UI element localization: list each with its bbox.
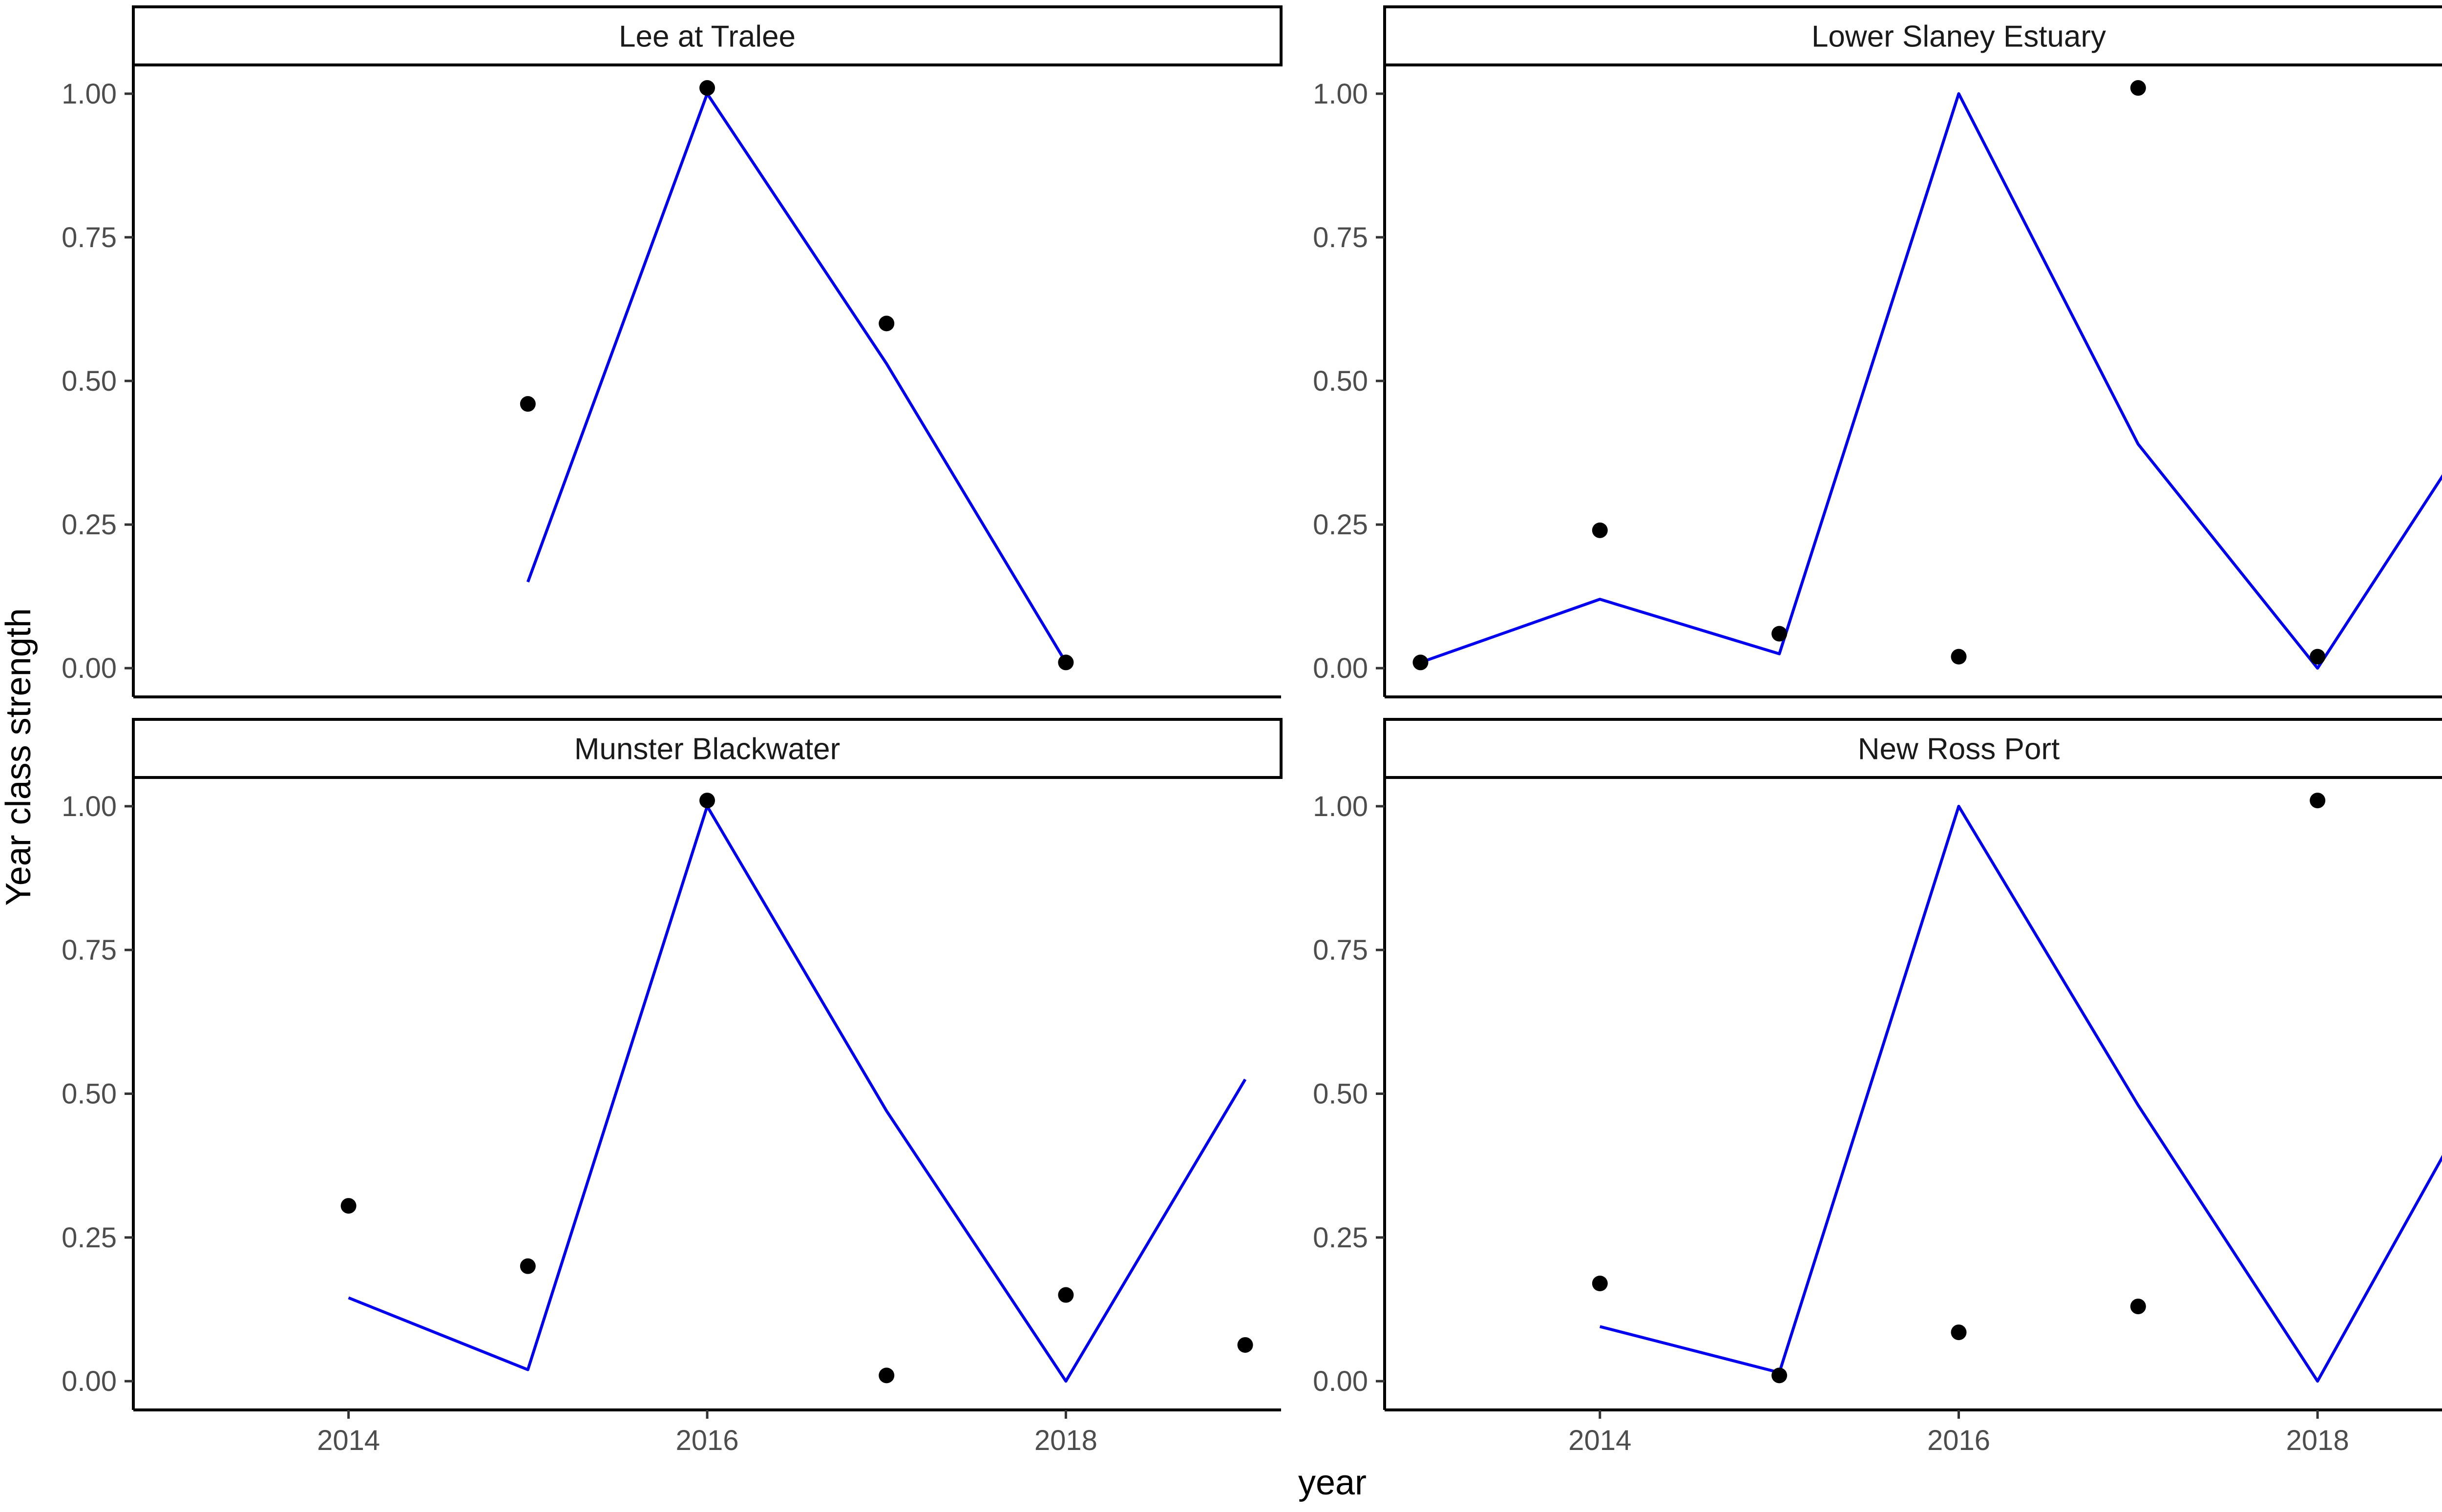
x-tick-label: 2016 (1927, 1425, 1990, 1456)
y-tick-label: 0.00 (62, 1365, 117, 1397)
y-tick-label: 0.25 (62, 509, 117, 541)
data-point (520, 1258, 536, 1274)
y-tick-label: 1.00 (1313, 78, 1368, 110)
data-point (1951, 649, 1967, 665)
series-line (1420, 92, 2442, 670)
data-point (2310, 793, 2326, 809)
facet-strip (1383, 5, 2442, 66)
series-line (526, 92, 1067, 663)
facet-strip (1383, 718, 2442, 779)
x-tick-label: 2014 (1568, 1425, 1631, 1456)
data-point (2130, 1299, 2146, 1315)
y-tick-label: 0.75 (1313, 934, 1368, 966)
y-tick-label: 0.75 (1313, 222, 1368, 253)
y-tick-label: 1.00 (1313, 791, 1368, 822)
y-tick-label: 1.00 (62, 791, 117, 822)
facet-title: Lee at Tralee (619, 20, 796, 54)
facet-panel: New Ross Port 0.00 0.25 0.50 0.75 1.00 2014 201… (1313, 718, 2442, 1456)
data-point (1592, 522, 1608, 538)
y-tick-label: 1.00 (62, 78, 117, 110)
data-point (1412, 654, 1429, 671)
series-line (1600, 804, 2442, 1383)
data-point (1058, 654, 1074, 671)
y-tick-label: 0.00 (1313, 652, 1368, 684)
y-tick-label: 0.25 (1313, 1222, 1368, 1254)
x-tick-label: 2018 (2286, 1425, 2349, 1456)
data-point (699, 80, 715, 96)
data-point (2130, 80, 2146, 96)
data-point (1771, 626, 1788, 642)
x-axis-title: year (1298, 1463, 1367, 1502)
data-point (699, 793, 715, 809)
data-point (2310, 649, 2326, 665)
y-tick-label: 0.00 (62, 652, 117, 684)
facet-panel: Munster Blackwater 0.00 0.25 0.50 0.75 1.00 20… (62, 718, 1283, 1456)
facet-strip (132, 718, 1283, 779)
data-point (879, 1367, 895, 1384)
y-tick-label: 0.00 (1313, 1365, 1368, 1397)
facet-title: Munster Blackwater (574, 733, 840, 766)
data-point (879, 315, 895, 332)
data-point (520, 396, 536, 412)
x-tick-label: 2016 (675, 1425, 738, 1456)
data-point (340, 1198, 357, 1214)
y-tick-label: 0.50 (62, 365, 117, 397)
facet-panel: Lower Slaney Estuary 0.00 0.25 0.50 0.75 1.00 (1313, 5, 2442, 698)
y-tick-label: 0.50 (1313, 365, 1368, 397)
y-tick-label: 0.75 (62, 222, 117, 253)
facet-title: Lower Slaney Estuary (1811, 20, 2106, 54)
y-tick-label: 0.50 (1313, 1078, 1368, 1110)
data-point (1058, 1287, 1074, 1303)
y-tick-label: 0.25 (62, 1222, 117, 1254)
data-point (1592, 1276, 1608, 1291)
data-point (1237, 1337, 1253, 1353)
data-point (1771, 1367, 1788, 1384)
y-axis-title: Year class strength (0, 608, 38, 906)
facet-strip (132, 5, 1283, 66)
y-tick-label: 0.25 (1313, 509, 1368, 541)
facet-panel: Lee at Tralee 0.00 0.25 0.50 0.75 1.00 (62, 5, 1283, 698)
data-point (1951, 1324, 1967, 1341)
facet-title: New Ross Port (1858, 733, 2060, 766)
y-tick-label: 0.50 (62, 1078, 117, 1110)
y-tick-label: 0.75 (62, 934, 117, 966)
x-tick-label: 2014 (317, 1425, 380, 1456)
series-line (348, 804, 1247, 1383)
x-tick-label: 2018 (1034, 1425, 1097, 1456)
